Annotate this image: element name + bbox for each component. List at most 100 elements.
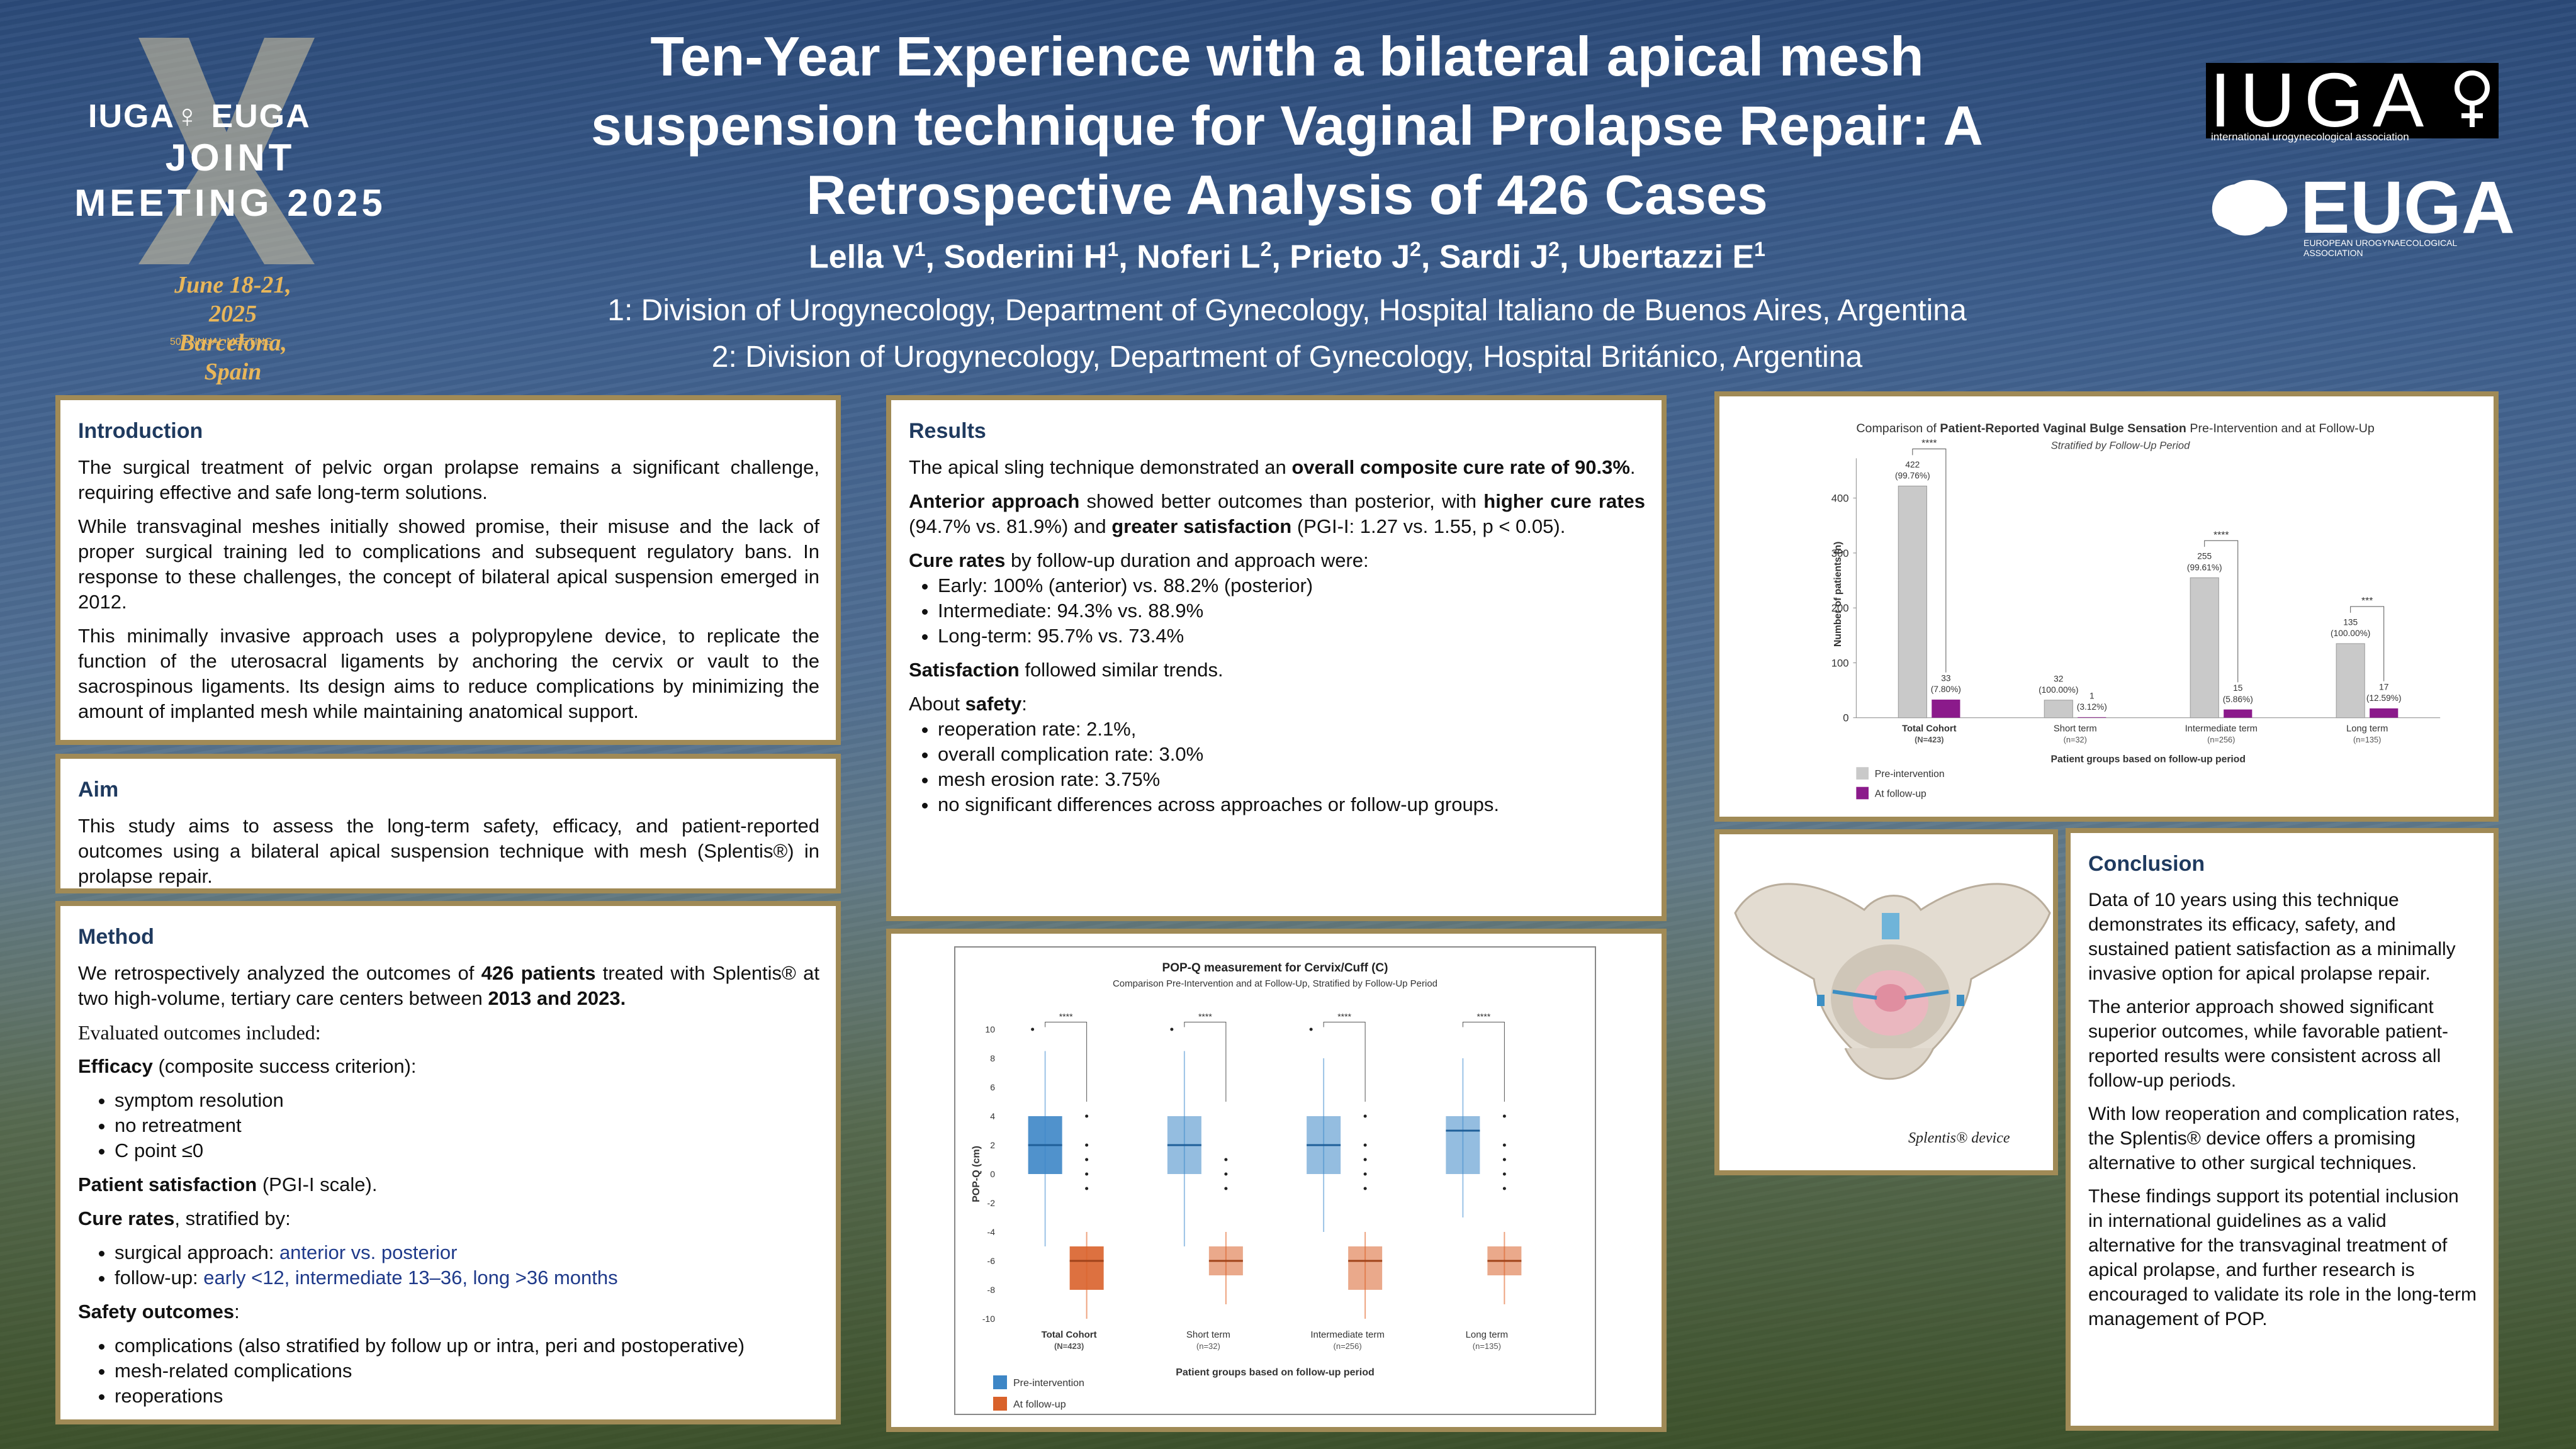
paragraph: We retrospectively analyzed the outcomes… [78,961,819,1011]
y-tick-label: 100 [1831,657,1849,669]
efficacy-list: symptom resolution no retreatment C poin… [78,1088,819,1163]
list-item: symptom resolution [115,1088,819,1113]
box-outlier [1363,1143,1367,1147]
aim-section: Aim This study aims to assess the long-t… [55,754,841,893]
legend-label: At follow-up [1013,1399,1066,1410]
safety-list: complications (also stratified by follow… [78,1333,819,1409]
author: Prieto J [1290,238,1410,276]
x-tick-sublabel: (N=423) [1054,1341,1084,1351]
box-iqr [1069,1246,1104,1290]
data-label: 15 [2233,683,2243,693]
significance-label: **** [1921,439,1937,449]
box-outlier [1363,1114,1367,1118]
bulge-chart-panel: Comparison of Patient-Reported Vaginal B… [1714,391,2499,822]
results-section: Results The apical sling technique demon… [886,395,1667,921]
significance-bracket [2350,606,2385,681]
y-axis-label: Number of patients (n) [1833,542,1843,647]
box-outlier [1363,1187,1367,1190]
method-section: Method We retrospectively analyzed the o… [55,901,841,1424]
y-tick-label: 4 [990,1111,995,1121]
x-tick-label: Total Cohort [1042,1329,1097,1340]
x-tick-sublabel: (n=135) [1473,1341,1501,1351]
popq-box-plot: POP-Q measurement for Cervix/Cuff (C) Com… [971,961,1522,1411]
bar-pre-intervention [2044,700,2073,719]
data-label: 17 [2379,682,2388,691]
paragraph: While transvaginal meshes initially show… [78,515,819,613]
paragraph: These findings support its potential inc… [2088,1186,2477,1329]
data-label: 33 [1941,673,1951,683]
author: Noferi L [1137,238,1261,276]
data-label: 135 [2343,617,2358,627]
text-run: followed similar trends. [1019,659,1223,681]
y-tick-label: 2 [990,1140,995,1150]
significance-label: **** [1476,1012,1490,1022]
author-list: Lella V1, Soderini H1, Noferi L2, Prieto… [809,238,1765,276]
y-tick-label: -4 [987,1227,996,1237]
female-symbol-icon [2455,70,2490,127]
y-tick-label: 300 [1831,547,1849,559]
y-tick-label: -6 [987,1256,996,1266]
euga-logo-subtitle: EUROPEAN UROGYNAECOLOGICAL ASSOCIATION [2303,238,2457,258]
box-outlier [1085,1158,1089,1161]
list-item: complications (also stratified by follow… [115,1333,819,1358]
x-tick-label: Intermediate term [1310,1329,1385,1340]
iuga-logo-subtitle: international urogynecological associati… [2211,131,2409,143]
cure-list: surgical approach: anterior vs. posterio… [78,1240,819,1290]
box-outlier [1224,1158,1228,1161]
euga-emblem-icon [2212,179,2288,236]
text-run-bold: Satisfaction [909,659,1020,681]
x-tick-label: Long term [1466,1329,1509,1340]
paragraph: Anterior approach showed better outcomes… [909,489,1645,539]
chart-title-part: Patient-Reported Vaginal Bulge Sensation [1940,422,2186,435]
significance-bracket [1184,1022,1227,1102]
text-run-bold: Efficacy [78,1055,153,1077]
paragraph: The apical sling technique demonstrated … [909,455,1645,480]
y-tick-label: -2 [987,1198,996,1208]
poster-title: Ten-Year Experience with a bilateral api… [591,25,1983,226]
y-tick-label: 200 [1831,602,1849,614]
text-run: (94.7% vs. 81.9%) and [909,515,1112,537]
data-label: (100.00%) [2331,629,2370,638]
x-axis-label: Patient groups based on follow-up period [2051,754,2246,764]
data-label: (99.76%) [1895,471,1930,481]
data-label: (3.12%) [2077,702,2107,712]
text-run-bold: safety [965,693,1022,715]
anniversary-badge: 50 ANNUAL MEETING [170,337,273,347]
section-heading: Introduction [78,419,203,443]
text-run: by follow-up duration and approach were: [1005,549,1369,571]
popq-chart-panel: POP-Q measurement for Cervix/Cuff (C) Com… [886,929,1667,1432]
box-outlier [1085,1187,1089,1190]
text-run-bold: 426 patients [481,962,596,984]
paragraph: Patient satisfaction (PGI-I scale). [78,1172,819,1197]
box-outlier [1502,1114,1506,1118]
significance-label: **** [1337,1012,1351,1022]
results-safety-list: reoperation rate: 2.1%, overall complica… [909,717,1645,817]
list-item: mesh erosion rate: 3.75% [938,767,1645,792]
section-heading: Results [909,419,986,443]
x-tick-sublabel: (n=32) [2064,735,2087,744]
box-outlier [1363,1172,1367,1176]
data-label: (12.59%) [2366,693,2402,703]
box-outlier [1502,1172,1506,1176]
affiliation-2: 2: Division of Urogynecology, Department… [711,340,1863,374]
introduction-section: Introduction The surgical treatment of p… [55,395,841,745]
significance-label: **** [2213,530,2229,540]
paragraph: The anterior approach showed significant… [2088,997,2448,1091]
pelvis-caption: Splentis® device [1908,1130,2010,1146]
bar-pre-intervention [2190,577,2219,719]
y-axis-label: POP-Q (cm) [971,1146,982,1202]
euga-logo-text: EUGA [2300,166,2515,249]
significance-bracket [1912,449,1947,673]
paragraph: Satisfaction followed similar trends. [909,657,1645,683]
evaluated-label: Evaluated outcomes included: [78,1021,321,1044]
text-run-bold: Cure rates [78,1207,175,1229]
author-affiliation-mark: 1 [1754,238,1765,260]
significance-bracket [1462,1022,1505,1102]
text-run-bold: Patient satisfaction [78,1173,257,1195]
author-affiliation-mark: 2 [1548,238,1560,260]
chart-subtitle: Stratified by Follow-Up Period [2051,440,2190,452]
box-outlier [1309,1027,1313,1031]
y-tick-label: 6 [990,1082,995,1092]
data-label: 1 [2089,691,2095,700]
paragraph: Cure rates, stratified by: [78,1206,819,1231]
